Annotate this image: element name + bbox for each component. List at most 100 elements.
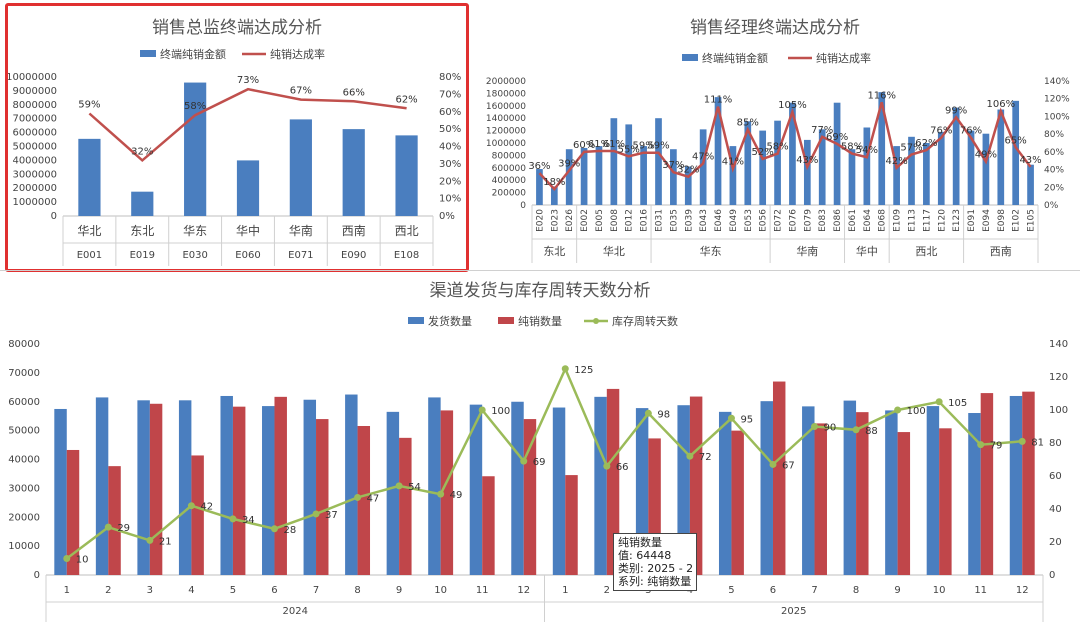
data-label: 49 xyxy=(450,490,463,501)
x-tick-label: E049 xyxy=(729,209,739,232)
x-tick-label: 9 xyxy=(894,585,900,596)
y-right-tick-label: 140 xyxy=(1049,339,1068,350)
bar xyxy=(759,130,767,205)
data-label: 58% xyxy=(841,142,863,153)
bar xyxy=(760,401,773,575)
y-right-tick-label: 60% xyxy=(1044,148,1064,158)
data-label: 66% xyxy=(343,87,365,98)
bar xyxy=(149,403,163,575)
line-point xyxy=(603,462,611,470)
x-tick-label: E113 xyxy=(908,209,918,232)
bar xyxy=(856,412,869,575)
bar xyxy=(967,130,975,205)
bar xyxy=(848,149,856,205)
line-point xyxy=(852,426,860,434)
group-label: 西北 xyxy=(915,245,937,258)
year-label: 2024 xyxy=(283,606,308,617)
bar xyxy=(357,426,371,575)
line-point xyxy=(354,493,362,501)
channel-chart-panel[interactable]: 渠道发货与库存周转天数分析 发货数量 纯销数量 库存周转天数 0 10000 20000 30… xyxy=(0,272,1080,629)
line-point xyxy=(312,510,320,518)
bar xyxy=(606,388,620,575)
region-label: 西北 xyxy=(395,224,419,238)
x-tick-label: E023 xyxy=(550,209,560,232)
line-point xyxy=(769,460,777,468)
legend-label: 库存周转天数 xyxy=(612,314,678,328)
y-right-tick-label: 0% xyxy=(439,211,455,222)
data-label: 61% xyxy=(603,139,625,150)
group-label: 华中 xyxy=(856,244,878,258)
data-label: 62% xyxy=(395,94,417,105)
legend-label: 终端纯销金额 xyxy=(702,51,768,65)
data-label: 52% xyxy=(752,147,774,158)
data-label: 59% xyxy=(633,141,655,152)
bar xyxy=(968,413,981,575)
y-left-tick-label: 60000 xyxy=(8,397,40,408)
manager-chart-panel[interactable]: 销售经理终端达成分析 终端纯销金额 纯销达成率 0 200000 400000 600000… xyxy=(470,3,1078,267)
data-label: 100 xyxy=(907,406,926,417)
data-label: 58% xyxy=(766,142,788,153)
bar xyxy=(482,476,495,575)
data-label: 41% xyxy=(722,157,744,168)
bar xyxy=(982,133,990,205)
data-label: 57% xyxy=(900,143,922,154)
y-left-tick-label: 2000000 xyxy=(12,183,57,194)
tooltip-category: 类别: 2025 - 2 xyxy=(618,562,694,575)
x-tick-label: 3 xyxy=(147,585,153,596)
bar xyxy=(536,169,543,205)
x-tick-label: E072 xyxy=(774,209,784,232)
x-tick-label: 1 xyxy=(562,585,568,596)
line-point xyxy=(644,409,652,417)
bar xyxy=(428,397,441,575)
x-tick-label: E016 xyxy=(640,209,650,232)
line-point xyxy=(894,406,902,414)
bar xyxy=(565,149,573,205)
x-tick-label: E001 xyxy=(77,250,102,261)
y-right-tick-label: 20% xyxy=(439,176,461,187)
data-label: 72 xyxy=(699,452,712,463)
legend-swatch xyxy=(408,317,424,324)
x-tick-label: E020 xyxy=(535,209,545,232)
y-left-tick-label: 7000000 xyxy=(12,114,57,125)
chart-title: 销售总监终端达成分析 xyxy=(152,18,322,38)
chart-tooltip: 纯销数量 值: 64448 类别: 2025 - 2 系列: 纯销数量 xyxy=(613,533,697,591)
bar xyxy=(789,102,796,205)
y-left-tick-label: 0 xyxy=(34,570,40,581)
divider xyxy=(0,270,1080,271)
bar xyxy=(316,419,329,575)
data-label: 59% xyxy=(78,99,100,110)
bar xyxy=(937,131,945,205)
y-left-tick-label: 1000000 xyxy=(486,139,526,149)
data-label: 21 xyxy=(159,536,172,547)
data-label: 106% xyxy=(986,99,1015,110)
line-point xyxy=(63,555,71,562)
y-left-tick-label: 1800000 xyxy=(486,89,526,99)
y-right-tick-label: 0% xyxy=(1044,201,1059,211)
y-right-tick-label: 50% xyxy=(439,124,461,135)
x-tick-label: 5 xyxy=(230,585,236,596)
y-left-tick-label: 400000 xyxy=(492,176,527,186)
data-label: 76% xyxy=(960,126,982,137)
x-tick-label: E026 xyxy=(565,209,575,232)
bar xyxy=(232,406,246,575)
data-label: 111% xyxy=(704,95,733,106)
bar xyxy=(863,127,871,205)
y-right-tick-label: 0 xyxy=(1049,570,1055,581)
data-label: 60% xyxy=(573,140,595,151)
x-tick-label: E008 xyxy=(610,209,620,232)
x-tick-label: 10 xyxy=(434,585,447,596)
y-left-tick-label: 0 xyxy=(51,211,57,222)
x-tick-label: 10 xyxy=(933,585,946,596)
y-left-tick-label: 6000000 xyxy=(12,128,57,139)
line-point xyxy=(187,502,195,510)
data-label: 69 xyxy=(533,457,546,468)
legend-label: 纯销达成率 xyxy=(816,51,871,65)
data-label: 61% xyxy=(588,139,610,150)
line-point xyxy=(229,515,237,523)
bar xyxy=(54,408,67,575)
y-right-tick-label: 140% xyxy=(1044,77,1070,87)
director-chart-panel[interactable]: 销售总监终端达成分析 终端纯销金额 纯销达成率 0 1000000 2000000 3000… xyxy=(5,3,469,271)
x-tick-label: E086 xyxy=(833,209,843,232)
bar xyxy=(625,124,633,205)
